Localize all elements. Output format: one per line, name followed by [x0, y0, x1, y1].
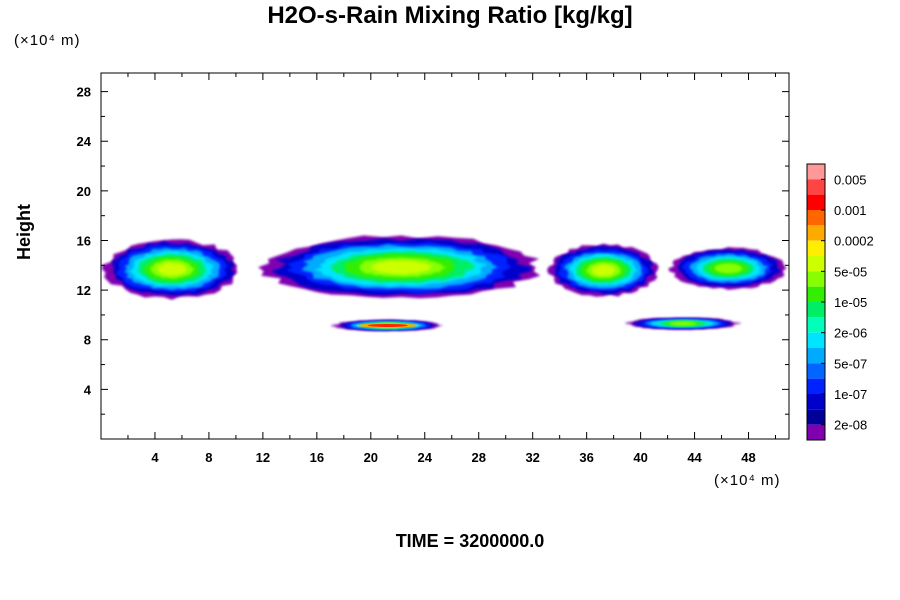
colorbar-swatch	[807, 194, 825, 210]
y-tick: 20	[77, 184, 789, 199]
colorbar-swatch	[807, 225, 825, 241]
y-tick: 16	[77, 233, 789, 248]
x-tick-label: 36	[579, 450, 593, 465]
x-tick: 24	[418, 73, 433, 465]
time-footer: TIME = 3200000.0	[395, 531, 545, 551]
colorbar-swatch	[807, 363, 825, 379]
y-tick-label: 8	[84, 333, 91, 348]
y-tick-label: 20	[77, 184, 91, 199]
colorbar-swatch	[807, 256, 825, 272]
x-tick-label: 12	[256, 450, 270, 465]
colorbar-label: 5e-07	[834, 356, 867, 371]
colorbar-label: 0.005	[834, 172, 867, 187]
x-axis-ticks: 4 8 12 16 20 24 28 32 36 40 44 48	[127, 73, 777, 465]
heatmap-region	[547, 243, 659, 297]
x-tick-label: 16	[310, 450, 324, 465]
x-tick-label: 40	[633, 450, 647, 465]
chart-title: H2O-s-Rain Mixing Ratio [kg/kg]	[267, 2, 633, 29]
heatmap-region	[625, 317, 742, 330]
x-tick-label: 8	[205, 450, 212, 465]
colorbar-label: 0.001	[834, 203, 867, 218]
heatmap-contour	[592, 264, 616, 276]
colorbar-swatch	[807, 424, 825, 440]
colorbar-label: 2e-06	[834, 326, 867, 341]
heatmap-core	[367, 323, 408, 327]
colorbar-label: 1e-07	[834, 387, 867, 402]
heatmap-region	[258, 235, 541, 299]
y-tick: 24	[77, 134, 789, 149]
y-axis-ticks: 4 8 12 16 20 24 28	[77, 85, 789, 415]
x-tick: 48	[741, 73, 756, 465]
x-tick: 20	[364, 73, 378, 465]
colorbar-swatch	[807, 271, 825, 287]
x-tick-label: 20	[364, 450, 378, 465]
y-tick: 8	[84, 333, 789, 348]
heatmap-region	[668, 247, 787, 290]
heatmap-fill	[101, 235, 787, 331]
x-tick: 32	[525, 73, 540, 465]
y-tick-label: 4	[84, 382, 92, 397]
x-axis-unit-label: (×10⁴ m)	[714, 472, 781, 489]
x-tick: 4	[151, 73, 159, 465]
y-tick-label: 12	[77, 283, 91, 298]
x-tick: 44	[687, 73, 703, 465]
heatmap-contour	[669, 321, 697, 326]
colorbar-swatch	[807, 317, 825, 333]
colorbar-swatch	[807, 378, 825, 394]
x-tick: 40	[633, 73, 648, 465]
colorbar-swatch	[807, 394, 825, 410]
y-tick-label: 16	[77, 233, 91, 248]
heatmap-contour	[370, 260, 433, 275]
x-tick: 8	[205, 73, 213, 465]
heatmap-region	[331, 319, 444, 331]
colorbar-swatch	[807, 210, 825, 226]
colorbar-swatch	[807, 286, 825, 302]
heatmap-contour	[157, 262, 187, 276]
x-tick: 12	[256, 73, 270, 465]
colorbar-label: 5e-05	[834, 264, 867, 279]
heatmap-region	[101, 239, 238, 300]
colorbar-swatch	[807, 302, 825, 318]
colorbar-swatch	[807, 164, 825, 180]
y-tick-label: 28	[77, 85, 91, 100]
y-tick-label: 24	[77, 134, 92, 149]
colorbar-swatch	[807, 240, 825, 256]
colorbar-swatch	[807, 179, 825, 195]
y-tick: 4	[84, 382, 789, 397]
y-tick: 12	[77, 283, 789, 298]
plot-frame	[100, 72, 790, 440]
x-tick-label: 44	[687, 450, 702, 465]
colorbar-label: 0.0002	[834, 234, 874, 249]
x-tick-label: 24	[418, 450, 433, 465]
x-tick-label: 4	[151, 450, 159, 465]
x-tick-label: 48	[741, 450, 755, 465]
y-tick: 28	[77, 85, 789, 100]
x-tick: 36	[579, 73, 594, 465]
colorbar-swatch	[807, 332, 825, 348]
x-tick-label: 28	[471, 450, 485, 465]
y-axis-unit-label: (×10⁴ m)	[14, 32, 81, 49]
colorbar-swatch	[807, 409, 825, 425]
x-tick: 16	[310, 73, 324, 465]
colorbar-label: 1e-05	[834, 295, 867, 310]
heatmap-contour	[713, 263, 743, 274]
colorbar: 0.005 0.001 0.0002 5e-05 1e-05 2e-06 5e-07 1e-0…	[806, 163, 874, 441]
x-tick: 28	[471, 73, 486, 465]
colorbar-swatch	[807, 348, 825, 364]
colorbar-label: 2e-08	[834, 418, 867, 433]
x-tick-label: 32	[525, 450, 539, 465]
